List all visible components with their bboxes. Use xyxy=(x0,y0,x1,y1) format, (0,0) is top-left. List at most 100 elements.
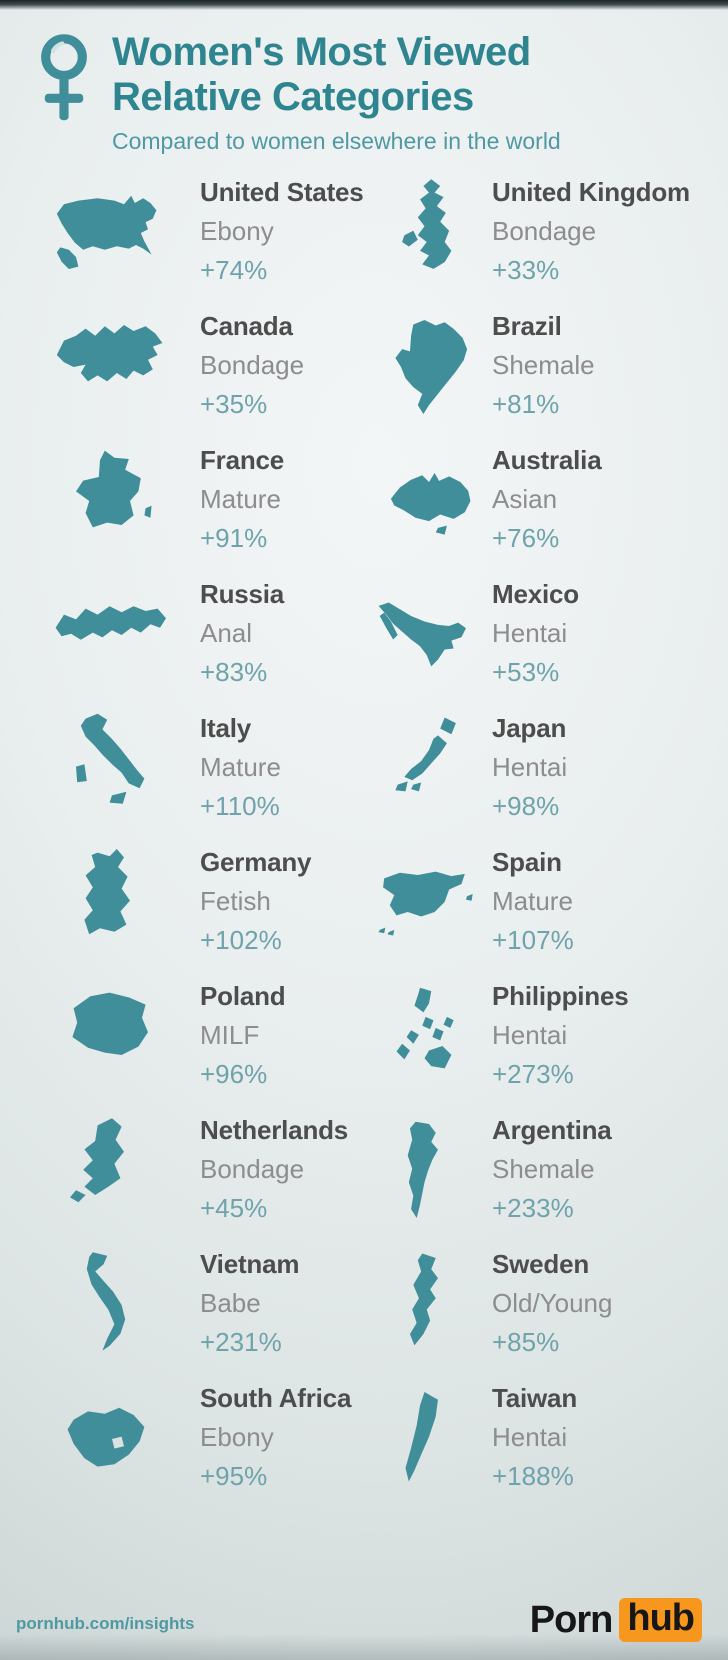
category-label: Mature xyxy=(492,886,573,917)
map-box xyxy=(370,1245,488,1371)
country-name: Italy xyxy=(200,713,252,744)
country-entry-spain: Spain Mature +107% xyxy=(364,843,728,977)
entry-text: United Kingdom Bondage +33% xyxy=(492,173,690,286)
entry-text: Taiwan Hentai +188% xyxy=(492,1379,577,1492)
map-box xyxy=(370,1379,488,1505)
country-name: Germany xyxy=(200,847,312,878)
category-label: Fetish xyxy=(200,886,271,917)
country-entry-france: France Mature +91% xyxy=(0,441,364,575)
entry-text: United States Ebony +74% xyxy=(200,173,364,286)
entry-text: France Mature +91% xyxy=(200,441,284,554)
percent-value: +102% xyxy=(200,925,282,956)
category-label: Shemale xyxy=(492,1154,595,1185)
entry-text: Poland MILF +96% xyxy=(200,977,286,1090)
map-box xyxy=(28,575,196,701)
map-box xyxy=(370,843,488,969)
country-entry-japan: Japan Hentai +98% xyxy=(364,709,728,843)
entry-text: Australia Asian +76% xyxy=(492,441,602,554)
percent-value: +76% xyxy=(492,523,560,554)
category-label: Bondage xyxy=(492,216,597,247)
country-name: United States xyxy=(200,177,364,208)
map-mexico-icon xyxy=(378,602,466,667)
page-title: Women's Most Viewed Relative Categories xyxy=(112,30,561,120)
entry-text: Argentina Shemale +233% xyxy=(492,1111,612,1224)
percent-value: +45% xyxy=(200,1193,268,1224)
map-box xyxy=(370,709,488,835)
footer: pornhub.com/insights Porn hub xyxy=(0,1598,728,1660)
country-entry-united-kingdom: United Kingdom Bondage +33% xyxy=(364,173,728,307)
female-symbol-icon xyxy=(32,32,96,155)
country-grid: United States Ebony +74% United Kingdom … xyxy=(0,173,728,1513)
map-argentina-icon xyxy=(407,1122,438,1219)
country-entry-argentina: Argentina Shemale +233% xyxy=(364,1111,728,1245)
map-box xyxy=(370,575,488,701)
category-label: Hentai xyxy=(492,1422,568,1453)
country-name: Vietnam xyxy=(200,1249,300,1280)
insights-link[interactable]: pornhub.com/insights xyxy=(16,1614,195,1633)
map-south-africa-icon xyxy=(67,1408,145,1467)
country-name: Poland xyxy=(200,981,286,1012)
header: Women's Most Viewed Relative Categories … xyxy=(0,0,728,155)
entry-text: Italy Mature +110% xyxy=(200,709,281,822)
country-name: Mexico xyxy=(492,579,579,610)
top-edge-shadow xyxy=(0,0,728,10)
map-box xyxy=(28,307,196,433)
percent-value: +83% xyxy=(200,657,268,688)
category-label: Babe xyxy=(200,1288,261,1319)
percent-value: +107% xyxy=(492,925,574,956)
category-label: Ebony xyxy=(200,1422,274,1453)
map-poland-icon xyxy=(72,992,148,1056)
entry-text: Netherlands Bondage +45% xyxy=(200,1111,348,1224)
map-spain-icon xyxy=(378,872,473,936)
country-name: Spain xyxy=(492,847,562,878)
country-entry-italy: Italy Mature +110% xyxy=(0,709,364,843)
country-name: Australia xyxy=(492,445,602,476)
country-entry-netherlands: Netherlands Bondage +45% xyxy=(0,1111,364,1245)
percent-value: +53% xyxy=(492,657,560,688)
entry-text: Mexico Hentai +53% xyxy=(492,575,579,688)
percent-value: +231% xyxy=(200,1327,282,1358)
subtitle: Compared to women elsewhere in the world xyxy=(112,128,561,155)
map-united-kingdom-icon xyxy=(402,179,452,270)
title-block: Women's Most Viewed Relative Categories … xyxy=(112,30,561,155)
country-entry-philippines: Philippines Hentai +273% xyxy=(364,977,728,1111)
country-entry-canada: Canada Bondage +35% xyxy=(0,307,364,441)
map-box xyxy=(370,1111,488,1237)
category-label: Shemale xyxy=(492,350,595,381)
map-box xyxy=(28,709,196,835)
country-name: Philippines xyxy=(492,981,629,1012)
category-label: Old/Young xyxy=(492,1288,613,1319)
percent-value: +96% xyxy=(200,1059,268,1090)
map-russia-icon xyxy=(55,606,166,641)
map-france-icon xyxy=(76,450,152,528)
percent-value: +33% xyxy=(492,255,560,286)
map-box xyxy=(28,1379,196,1505)
title-line-2: Relative Categories xyxy=(112,75,474,120)
map-canada-icon xyxy=(56,325,163,382)
country-entry-brazil: Brazil Shemale +81% xyxy=(364,307,728,441)
category-label: Hentai xyxy=(492,618,568,649)
percent-value: +74% xyxy=(200,255,268,286)
map-netherlands-icon xyxy=(70,1118,124,1203)
map-philippines-icon xyxy=(396,988,454,1069)
map-box xyxy=(370,173,488,299)
country-name: Netherlands xyxy=(200,1115,349,1146)
map-italy-icon xyxy=(76,714,145,805)
category-label: Mature xyxy=(200,752,281,783)
percent-value: +233% xyxy=(492,1193,574,1224)
country-name: South Africa xyxy=(200,1383,352,1414)
country-name: Russia xyxy=(200,579,285,610)
category-label: MILF xyxy=(200,1020,260,1051)
category-label: Ebony xyxy=(200,216,274,247)
country-entry-germany: Germany Fetish +102% xyxy=(0,843,364,977)
map-box xyxy=(28,977,196,1103)
percent-value: +85% xyxy=(492,1327,560,1358)
country-name: France xyxy=(200,445,285,476)
map-taiwan-icon xyxy=(405,1392,438,1482)
entry-text: Japan Hentai +98% xyxy=(492,709,567,822)
country-entry-australia: Australia Asian +76% xyxy=(364,441,728,575)
map-australia-icon xyxy=(390,473,471,535)
title-line-1: Women's Most Viewed xyxy=(112,30,531,74)
percent-value: +273% xyxy=(492,1059,574,1090)
country-name: Taiwan xyxy=(492,1383,578,1414)
